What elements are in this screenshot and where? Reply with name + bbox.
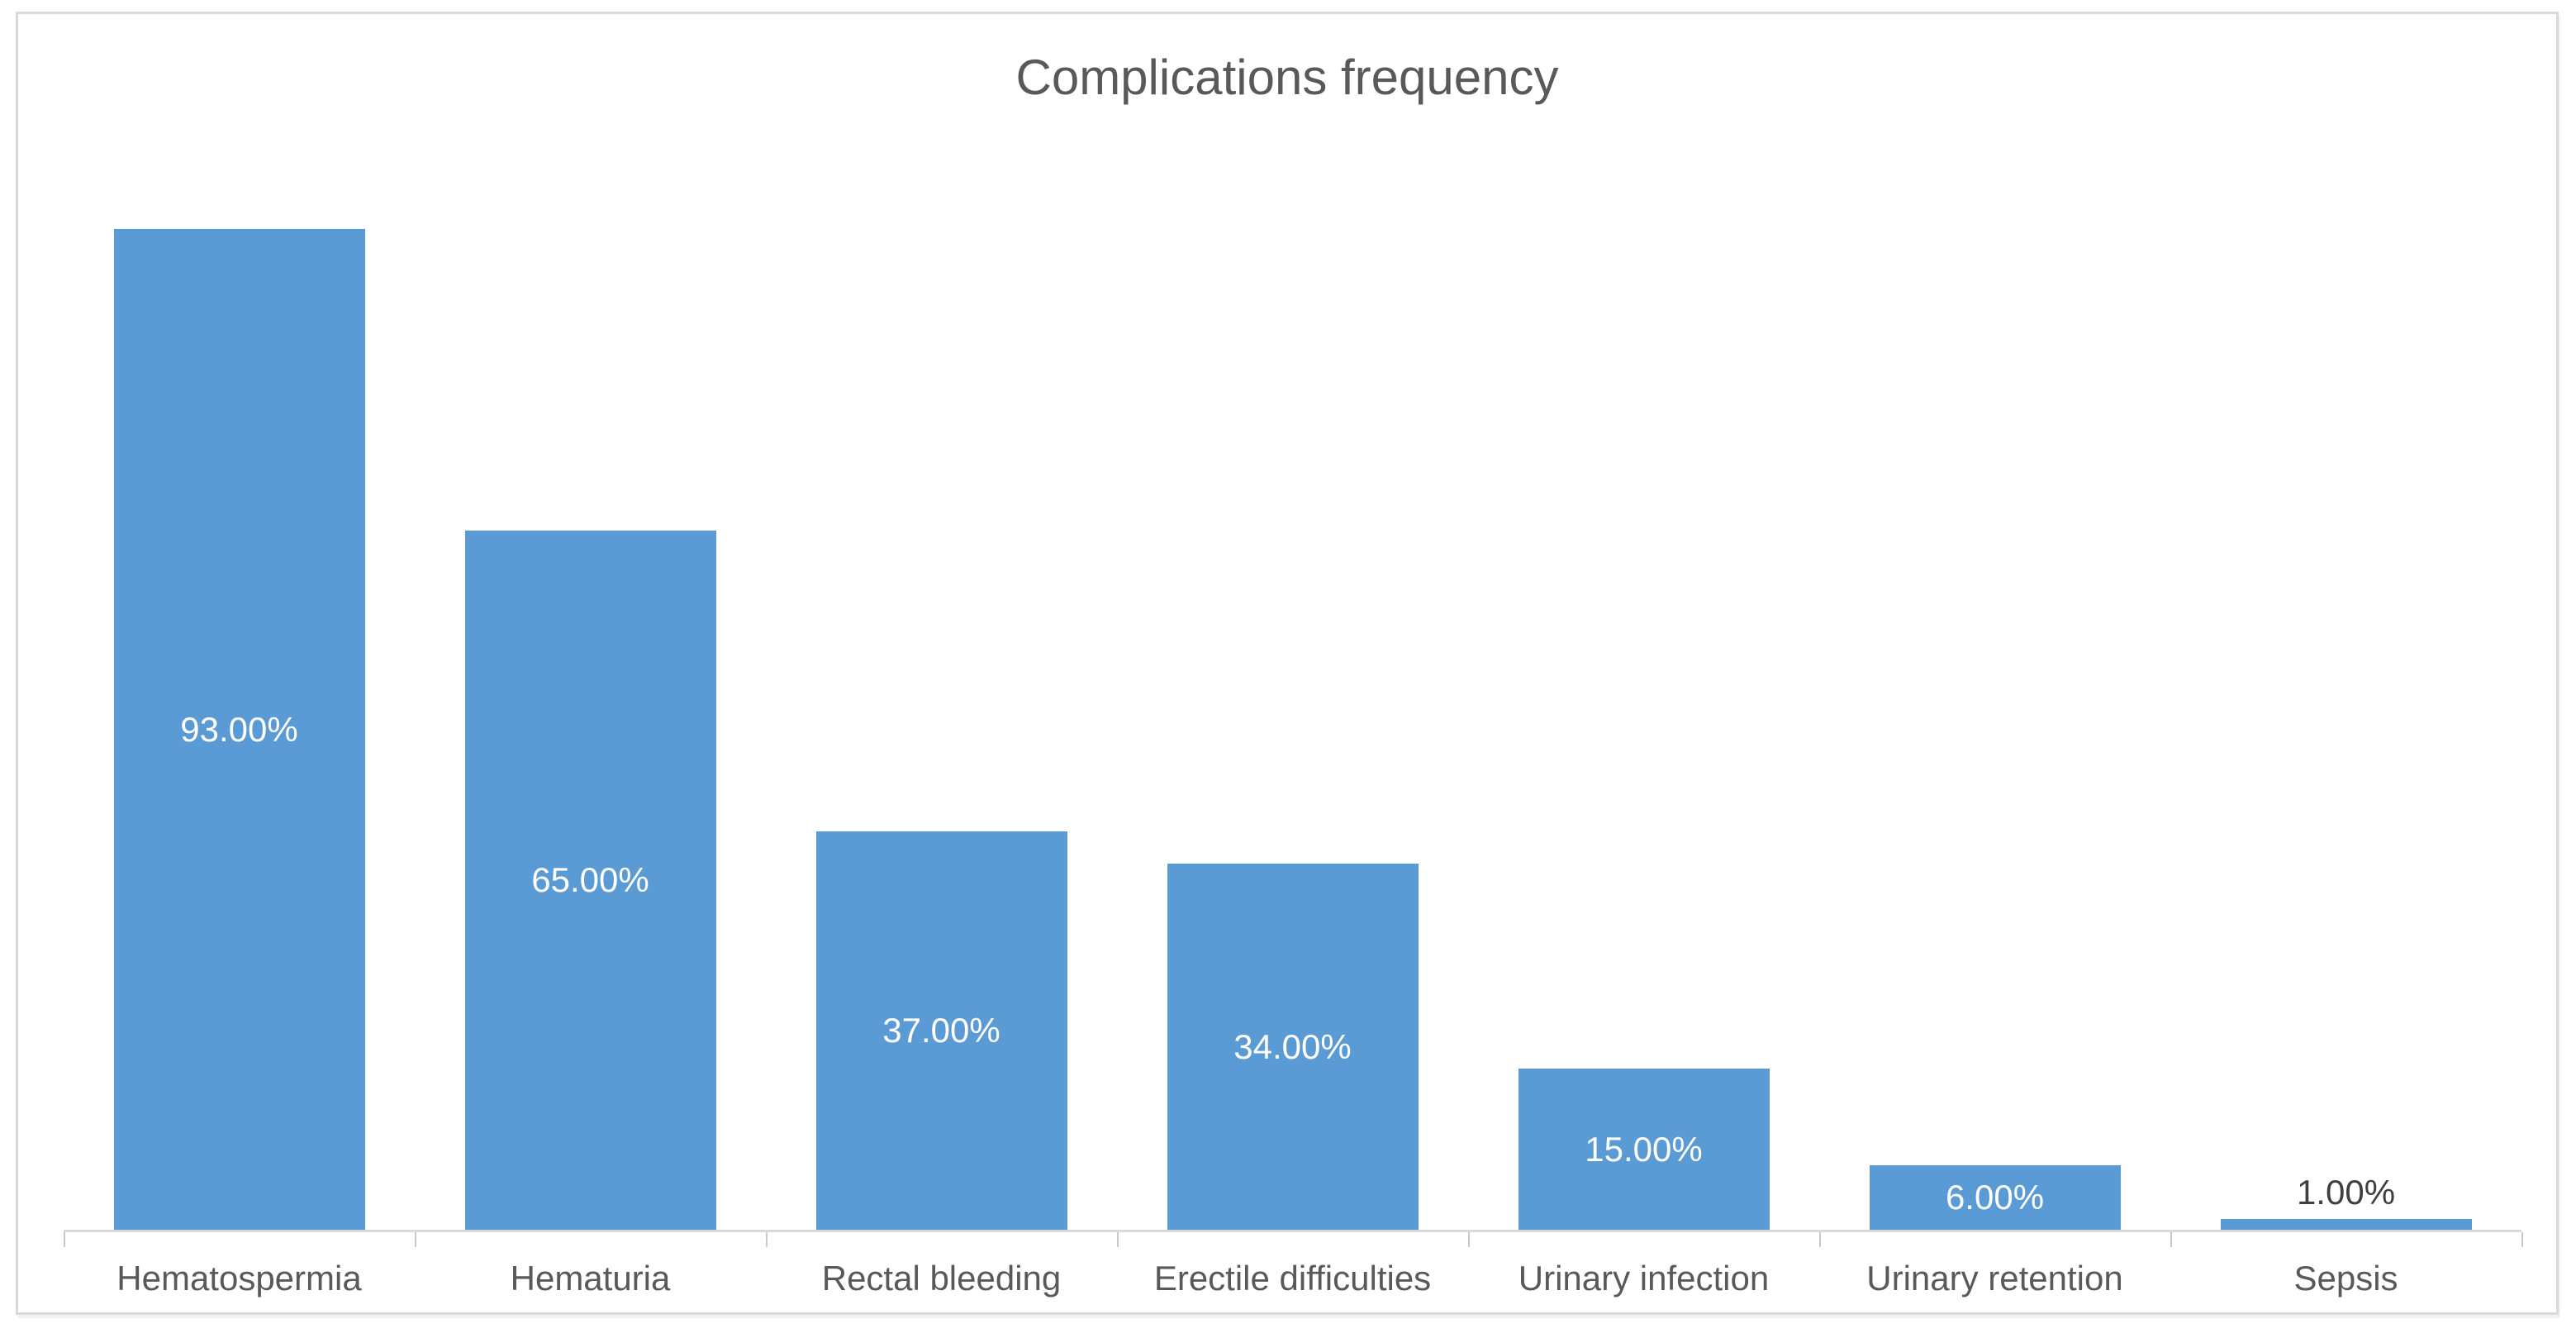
value-label: 1.00% bbox=[2296, 1173, 2396, 1212]
x-axis-line bbox=[64, 1230, 2521, 1232]
x-axis-tick bbox=[2521, 1232, 2523, 1247]
value-label: 15.00% bbox=[1585, 1130, 1703, 1169]
category-label: Sepsis bbox=[2293, 1259, 2398, 1298]
x-axis-tick bbox=[2170, 1232, 2172, 1247]
category-label: Erectile difficulties bbox=[1153, 1259, 1432, 1298]
x-axis-tick bbox=[415, 1232, 416, 1247]
bar-rectal-bleeding bbox=[816, 831, 1067, 1230]
chart-frame: Complications frequency 93.00% Hematosper… bbox=[16, 12, 2559, 1315]
value-label: 34.00% bbox=[1233, 1027, 1352, 1066]
category-label: Urinary infection bbox=[1518, 1259, 1770, 1298]
value-label: 93.00% bbox=[180, 710, 298, 749]
category-label: Urinary retention bbox=[1866, 1259, 2123, 1298]
category-label: Hematuria bbox=[510, 1259, 671, 1298]
category-label: Rectal bleeding bbox=[821, 1259, 1062, 1298]
bar-erectile-difficulties bbox=[1167, 864, 1419, 1230]
value-label: 6.00% bbox=[1945, 1178, 2045, 1217]
value-label: 65.00% bbox=[531, 860, 649, 899]
bar-hematuria bbox=[465, 531, 716, 1230]
chart-title: Complications frequency bbox=[1015, 50, 1559, 105]
bar-urinary-retention bbox=[1870, 1165, 2121, 1230]
category-label: Hematospermia bbox=[116, 1259, 362, 1298]
x-axis-tick bbox=[1117, 1232, 1119, 1247]
plot-area: 93.00% Hematospermia 65.00% Hematuria 37.00%… bbox=[64, 154, 2523, 1298]
bar-sepsis bbox=[2221, 1219, 2472, 1230]
value-label: 37.00% bbox=[882, 1011, 1000, 1050]
x-axis-tick bbox=[766, 1232, 768, 1247]
bar-urinary-infection bbox=[1519, 1069, 1770, 1230]
x-axis-tick bbox=[64, 1232, 65, 1247]
x-axis-tick bbox=[1819, 1232, 1821, 1247]
bar-hematospermia bbox=[114, 229, 365, 1230]
x-axis-tick bbox=[1468, 1232, 1470, 1247]
